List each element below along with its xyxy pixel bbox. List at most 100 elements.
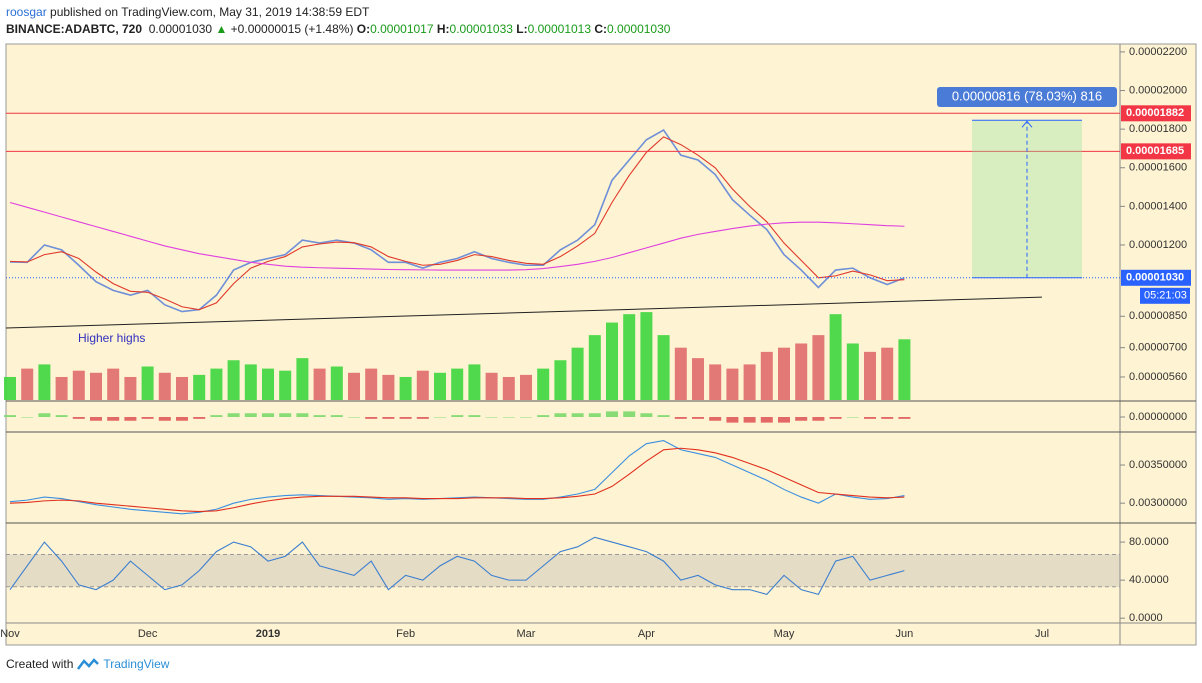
bar <box>743 364 756 400</box>
bar <box>348 372 360 400</box>
bar <box>692 358 704 400</box>
bar <box>72 417 85 419</box>
countdown: 05:21:03 <box>1144 290 1187 302</box>
bar <box>864 417 876 419</box>
published: published on TradingView.com, May 31, 20… <box>50 5 370 19</box>
bar <box>571 413 584 417</box>
bar <box>502 376 515 400</box>
bar <box>313 415 326 417</box>
ohlc-label: O: <box>356 22 371 36</box>
bar <box>795 343 808 400</box>
x-tick-label: Feb <box>396 628 415 640</box>
bar <box>158 417 171 421</box>
bar <box>124 376 137 400</box>
bar <box>657 335 670 400</box>
up-arrow: ▲ <box>215 22 228 36</box>
bar <box>107 417 120 421</box>
ohlc-value: 0.00001033 <box>449 22 513 36</box>
ohlc-label: H: <box>436 22 450 36</box>
bar <box>4 376 16 400</box>
bar <box>210 368 223 400</box>
bar <box>434 417 446 418</box>
bar <box>674 417 687 419</box>
price-label: 0.00001685 <box>1126 145 1184 157</box>
bar <box>881 417 894 419</box>
bar <box>176 376 188 400</box>
y-tick-label: 0.00000000 <box>1129 411 1187 423</box>
bar <box>210 415 223 417</box>
bar <box>778 417 790 423</box>
countdown-box <box>1140 287 1190 304</box>
bar <box>296 413 309 417</box>
bar <box>898 417 911 419</box>
x-tick-label: Mar <box>517 628 536 640</box>
series-line <box>9 129 905 313</box>
ohlc-value: 0.00001013 <box>527 22 592 36</box>
bar <box>244 364 257 400</box>
y-tick-label: 0.00350000 <box>1129 459 1187 471</box>
bar <box>537 415 550 417</box>
bar <box>571 347 584 400</box>
logo <box>77 658 100 670</box>
y-tick-label: 0.00000850 <box>1129 310 1187 322</box>
ohlc-label: L: <box>516 22 528 36</box>
x-tick-label: Dec <box>138 628 158 640</box>
x-tick-label: Apr <box>638 628 655 640</box>
bar <box>606 411 618 417</box>
bar <box>193 417 206 419</box>
bar <box>657 415 670 417</box>
bar <box>193 374 206 400</box>
bar <box>72 370 85 400</box>
bar <box>778 347 790 400</box>
publisher[interactable]: roosgar <box>6 5 47 19</box>
ohlc-value: 0.00001030 <box>607 22 671 36</box>
y-tick-label: 0.00001200 <box>1129 239 1187 251</box>
footer-text: Created with <box>6 657 74 671</box>
bar <box>743 417 756 423</box>
y-tick-label: 0.00000560 <box>1129 371 1187 383</box>
series-line <box>9 136 905 311</box>
ohlc-label: C: <box>594 22 608 36</box>
bar <box>795 417 808 421</box>
bar <box>296 358 309 400</box>
y-tick-label: 0.00001800 <box>1129 123 1187 135</box>
bar <box>468 415 481 417</box>
bar <box>399 417 412 419</box>
footer: Created with TradingView <box>6 657 169 671</box>
bar <box>606 322 618 400</box>
symbol-line: BINANCE:ADABTC, 720 0.00001030 ▲ +0.0000… <box>6 21 670 38</box>
bar <box>846 417 859 418</box>
bar <box>554 360 567 400</box>
bar <box>365 368 378 400</box>
bar <box>55 376 68 400</box>
series-line <box>9 536 905 596</box>
bar <box>846 343 859 400</box>
annotation: Higher highs <box>78 331 145 345</box>
bar <box>244 413 257 417</box>
bar <box>382 417 395 419</box>
bar <box>812 335 825 400</box>
x-tick-label: Jun <box>896 628 914 640</box>
x-tick-label: 2019 <box>256 628 280 640</box>
bar <box>623 314 636 400</box>
brand[interactable]: TradingView <box>103 657 170 671</box>
bar <box>537 368 550 400</box>
bar <box>4 415 16 417</box>
bar <box>709 364 722 400</box>
bar <box>623 411 636 417</box>
bar <box>107 368 120 400</box>
last-price-box <box>1121 269 1191 286</box>
bar <box>313 368 326 400</box>
chart: Nov Dec 2019 Feb Mar Apr May Jun Jul 0.00002200 0.… <box>0 43 1197 646</box>
bar <box>348 417 360 418</box>
bar <box>451 415 464 417</box>
bar <box>416 417 429 419</box>
bar <box>829 314 842 400</box>
last-price-label: 0.00001030 <box>1126 272 1184 284</box>
chart-background <box>5 43 1197 646</box>
bar <box>382 374 395 400</box>
bar <box>760 417 773 423</box>
bar <box>176 417 188 421</box>
y-tick-label: 0.0000 <box>1129 612 1163 624</box>
